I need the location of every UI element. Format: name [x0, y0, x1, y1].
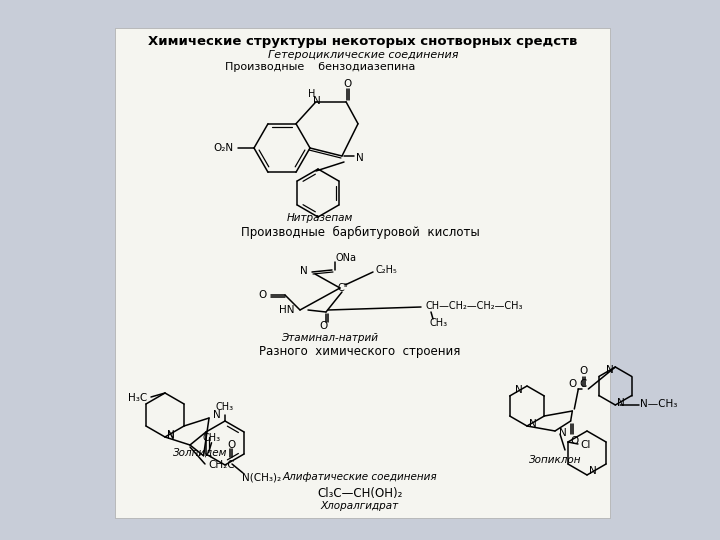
- Text: O: O: [258, 290, 267, 300]
- Text: N: N: [167, 431, 175, 441]
- Text: Золпидем: Золпидем: [173, 448, 228, 458]
- Text: O: O: [344, 79, 352, 89]
- Text: Разного  химического  строения: Разного химического строения: [259, 346, 461, 359]
- Text: Химические структуры некоторых снотворных средств: Химические структуры некоторых снотворны…: [148, 36, 577, 49]
- Text: N: N: [559, 428, 567, 438]
- Text: N: N: [529, 419, 536, 429]
- Text: N(CH₃)₂: N(CH₃)₂: [242, 472, 281, 482]
- Text: Зопиклон: Зопиклон: [528, 455, 581, 465]
- Text: N: N: [617, 398, 625, 408]
- Text: N—CH₃: N—CH₃: [640, 399, 678, 409]
- Text: N: N: [589, 466, 597, 476]
- Text: CH₂C: CH₂C: [208, 460, 235, 470]
- Text: Cl: Cl: [580, 440, 590, 450]
- Text: N: N: [167, 430, 175, 440]
- Text: N: N: [356, 153, 364, 163]
- Text: N: N: [516, 385, 523, 395]
- Text: HN: HN: [279, 305, 295, 315]
- Text: O: O: [319, 321, 327, 331]
- Text: CH₃: CH₃: [216, 402, 234, 412]
- Text: H: H: [308, 89, 315, 99]
- Text: CH₃: CH₃: [202, 433, 220, 443]
- Text: Гетероциклические соединения: Гетероциклические соединения: [268, 50, 458, 60]
- Text: CH₃: CH₃: [430, 318, 448, 328]
- Text: C⁵: C⁵: [338, 283, 348, 293]
- Text: H₃C: H₃C: [127, 393, 147, 403]
- FancyBboxPatch shape: [115, 28, 610, 518]
- Text: Этаминал-натрий: Этаминал-натрий: [282, 333, 379, 343]
- Text: CH—CH₂—CH₂—CH₃: CH—CH₂—CH₂—CH₃: [426, 301, 523, 311]
- Text: Производные    бензодиазепина: Производные бензодиазепина: [225, 62, 415, 72]
- Text: Нитразепам: Нитразепам: [287, 213, 354, 223]
- Text: C: C: [580, 379, 587, 389]
- Text: O: O: [570, 436, 579, 446]
- Text: N: N: [300, 266, 308, 276]
- Text: Алифатические соединения: Алифатические соединения: [283, 472, 437, 482]
- Text: C₂H₅: C₂H₅: [375, 265, 397, 275]
- Text: N: N: [313, 96, 321, 106]
- Text: Cl₃C—CH(OH)₂: Cl₃C—CH(OH)₂: [318, 487, 402, 500]
- Text: Хлоралгидрат: Хлоралгидрат: [321, 501, 399, 511]
- Text: N: N: [606, 365, 613, 375]
- Text: ONa: ONa: [335, 253, 356, 263]
- Text: O: O: [579, 366, 588, 376]
- Text: O: O: [568, 379, 577, 389]
- Text: O: O: [227, 440, 235, 450]
- Text: Производные  барбитуровой  кислоты: Производные барбитуровой кислоты: [240, 226, 480, 239]
- Text: N: N: [213, 410, 221, 420]
- Text: O₂N: O₂N: [214, 143, 234, 153]
